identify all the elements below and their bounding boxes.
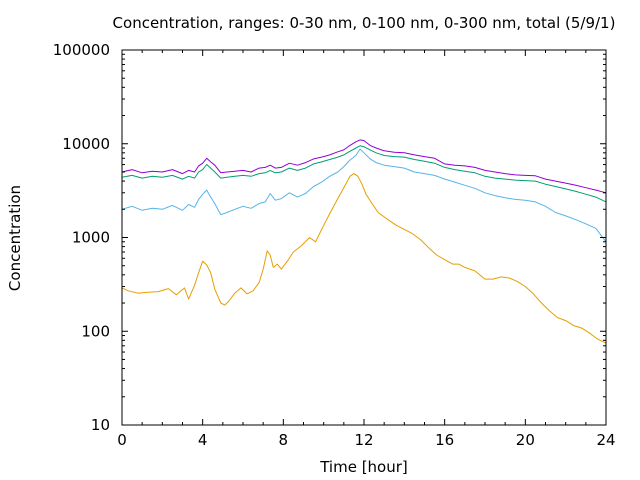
y-tick-label: 10 [91,416,110,434]
series-line-2 [121,148,607,243]
x-tick-label: 4 [198,431,208,449]
y-axis-label: Concentration [6,185,24,291]
x-tick-label: 16 [435,431,454,449]
chart-title: Concentration, ranges: 0-30 nm, 0-100 nm… [113,14,616,32]
y-tick-label: 1000 [72,229,110,247]
x-tick-label: 0 [117,431,127,449]
plot-frame [121,49,607,426]
y-tick-label: 100000 [53,41,110,59]
x-tick-label: 12 [354,431,373,449]
x-tick-label: 8 [279,431,289,449]
series-line-3 [121,145,607,203]
y-tick-label: 10000 [62,135,110,153]
series-line-1 [121,173,607,344]
y-tick-label: 100 [81,322,110,340]
axis-ticks: 0 4 8 12 16 20 24 10 100 1000 10000 100000 [53,41,616,449]
series-layer [121,139,607,344]
x-tick-label: 24 [596,431,615,449]
series-line-4 [121,139,607,194]
x-tick-label: 20 [516,431,535,449]
x-axis-label: Time [hour] [319,458,408,476]
